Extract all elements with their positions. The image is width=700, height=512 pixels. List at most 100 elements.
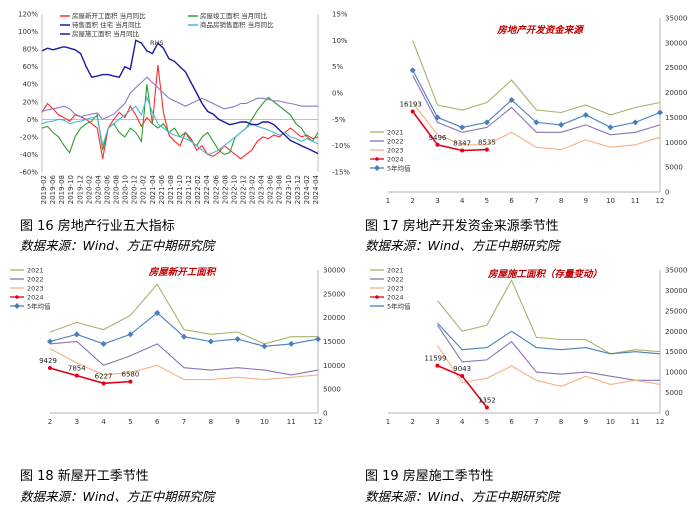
series-line-c4 (41, 95, 319, 156)
series-line-2023 (437, 345, 661, 387)
chart-title: 房屋新开工面积 (148, 266, 217, 278)
x-tick: 2020-10 (122, 175, 130, 204)
point-2024 (74, 373, 79, 378)
chart-title: 房地产开发资金来源 (496, 24, 585, 36)
x-tick: 2021-04 (149, 174, 157, 204)
x-tick: 7 (534, 418, 538, 426)
x-tick: 2019-06 (49, 174, 57, 204)
x-tick: 3 (435, 197, 439, 205)
point-avg (73, 331, 80, 338)
x-tick: 8 (209, 418, 213, 426)
x-tick: 2021-02 (140, 175, 148, 204)
x-tick: 10 (606, 197, 615, 205)
legend-label: 2024 (387, 294, 404, 302)
y-tick: 20000 (665, 89, 687, 97)
legend-label: 2021 (27, 267, 44, 275)
point-avg (459, 124, 466, 131)
caption-fig18: 图 18 新屋开工季节性 (20, 469, 149, 484)
x-tick: 7 (534, 197, 538, 205)
legend-marker (374, 165, 380, 171)
y-tick-right: 10% (332, 37, 348, 45)
series-line-2021 (437, 278, 661, 355)
x-tick: 7 (182, 418, 186, 426)
legend-label: 房屋竣工面积 当月同比 (200, 11, 268, 20)
y-tick: 30000 (665, 39, 687, 47)
x-tick: 2 (48, 418, 52, 426)
x-tick: 12 (656, 418, 665, 426)
y-tick-left: 60% (22, 63, 38, 71)
point-2024 (484, 147, 489, 152)
y-tick: 10000 (665, 369, 687, 377)
legend-label: 房屋新开工面积 当月同比 (72, 11, 146, 20)
x-tick: 11 (631, 418, 640, 426)
legend-label: 2021 (387, 129, 404, 137)
x-tick: 1 (386, 197, 390, 205)
y-tick-right: 0% (332, 90, 343, 98)
x-tick: 2023-12 (294, 175, 302, 204)
y-tick-right: -10% (332, 142, 350, 150)
data-label-2024: 8535 (478, 139, 496, 147)
series-line-2023 (412, 102, 661, 151)
x-tick: 4 (101, 418, 106, 426)
y-tick: 25000 (323, 290, 345, 298)
y-tick: 15000 (323, 338, 345, 346)
x-tick: 2022-08 (221, 175, 229, 204)
x-tick: 12 (314, 418, 323, 426)
x-tick: 2022-02 (194, 175, 202, 204)
point-avg (47, 338, 53, 345)
x-tick: 2019-02 (40, 175, 48, 204)
caption-fig17: 图 17 房地产开发资金来源季节性 (365, 219, 559, 234)
point-avg (127, 331, 134, 338)
point-avg (508, 97, 515, 104)
y-tick-right: 5% (332, 63, 343, 71)
x-tick: 2021-12 (185, 175, 193, 204)
point-2024 (460, 148, 465, 153)
y-tick: 5000 (665, 389, 683, 397)
x-tick: 2 (410, 197, 414, 205)
point-avg (100, 340, 107, 347)
point-avg (409, 67, 416, 74)
y-tick-right: -5% (332, 116, 346, 124)
y-tick: 15000 (665, 348, 687, 356)
y-tick-left: 100% (18, 28, 38, 36)
point-2024 (128, 379, 133, 384)
x-tick: 2021-08 (167, 175, 175, 204)
x-tick: 2022-12 (239, 175, 247, 204)
series-line-2022 (437, 324, 660, 381)
series-line-2024 (49, 367, 131, 385)
point-avg (154, 309, 161, 316)
point-avg (181, 333, 187, 340)
data-label-2024: 9043 (453, 365, 471, 373)
y-tick-left: 0% (27, 116, 38, 124)
y-tick-left: -20% (20, 133, 38, 141)
source-fig18: 数据来源：Wind、方正中期研究院 (20, 489, 215, 504)
data-label-2024: 9496 (429, 134, 447, 142)
legend-label: 房屋施工面积 当月同比 (72, 29, 140, 38)
series-line-5年均值 (412, 69, 661, 128)
x-tick: 9 (584, 418, 588, 426)
data-label-2024: 16193 (400, 100, 422, 108)
point-avg (261, 343, 268, 350)
y-tick: 5000 (323, 386, 341, 394)
point-avg (207, 338, 214, 345)
point-2024 (435, 142, 440, 147)
legend-label: 待售面积 住宅 当月同比 (72, 20, 142, 29)
y-tick: 35000 (665, 15, 687, 23)
legend-label: 2023 (27, 285, 44, 293)
y-tick: 10000 (665, 139, 687, 147)
source-fig17: 数据来源：Wind、方正中期研究院 (365, 238, 560, 253)
data-label-2024: 9429 (39, 357, 57, 365)
x-tick: 9 (235, 418, 239, 426)
series-line-2024 (412, 111, 487, 152)
x-tick: 2019-08 (58, 175, 66, 204)
y-tick-left: -60% (20, 169, 38, 177)
point-avg (234, 336, 241, 343)
x-tick: 2 (410, 418, 414, 426)
x-tick: 2023-02 (249, 175, 257, 204)
x-tick: 2020-04 (94, 174, 102, 204)
legend-label: 5年均值 (387, 164, 411, 173)
point-avg (533, 119, 540, 126)
y-tick-left: 20% (22, 98, 38, 106)
x-tick: 6 (155, 418, 160, 426)
x-tick: 2022-04 (203, 174, 211, 204)
